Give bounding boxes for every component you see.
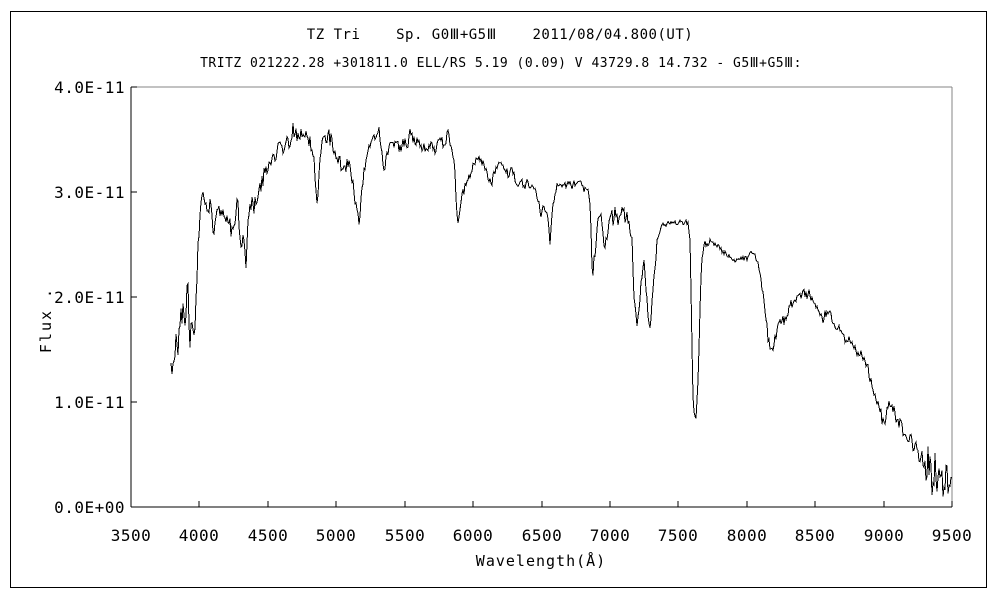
x-tick-label: 8000: [727, 526, 768, 545]
x-tick-label: 8500: [795, 526, 836, 545]
x-tick-label: 4500: [248, 526, 289, 545]
chart-title-line1: TZ Tri Sp. G0Ⅲ+G5Ⅲ 2011/08/04.800(UT): [306, 27, 694, 43]
y-tick-label: 2.0E-11: [54, 288, 125, 307]
x-tick-label: 6000: [453, 526, 494, 545]
chart-title-line2: TRITZ 021222.28 +301811.0 ELL/RS 5.19 (0…: [200, 56, 802, 71]
y-tick-label: 3.0E-11: [54, 183, 125, 202]
x-axis-label: Wavelength(Å): [475, 552, 607, 570]
x-tick-label: 7500: [658, 526, 699, 545]
x-tick-label: 6500: [522, 526, 563, 545]
y-tick-label: 1.0E-11: [54, 393, 125, 412]
y-tick-label: 4.0E-11: [54, 78, 125, 97]
x-tick-label: 5500: [385, 526, 426, 545]
x-tick-label: 7000: [590, 526, 631, 545]
spectrum-line: [170, 122, 953, 497]
x-tick-label: 9000: [864, 526, 905, 545]
x-tick-label: 4000: [179, 526, 220, 545]
x-tick-label: 5000: [316, 526, 357, 545]
x-tick-label: 9500: [932, 526, 973, 545]
x-tick-label: 3500: [111, 526, 152, 545]
y-tick-label: 0.0E+00: [54, 498, 125, 517]
